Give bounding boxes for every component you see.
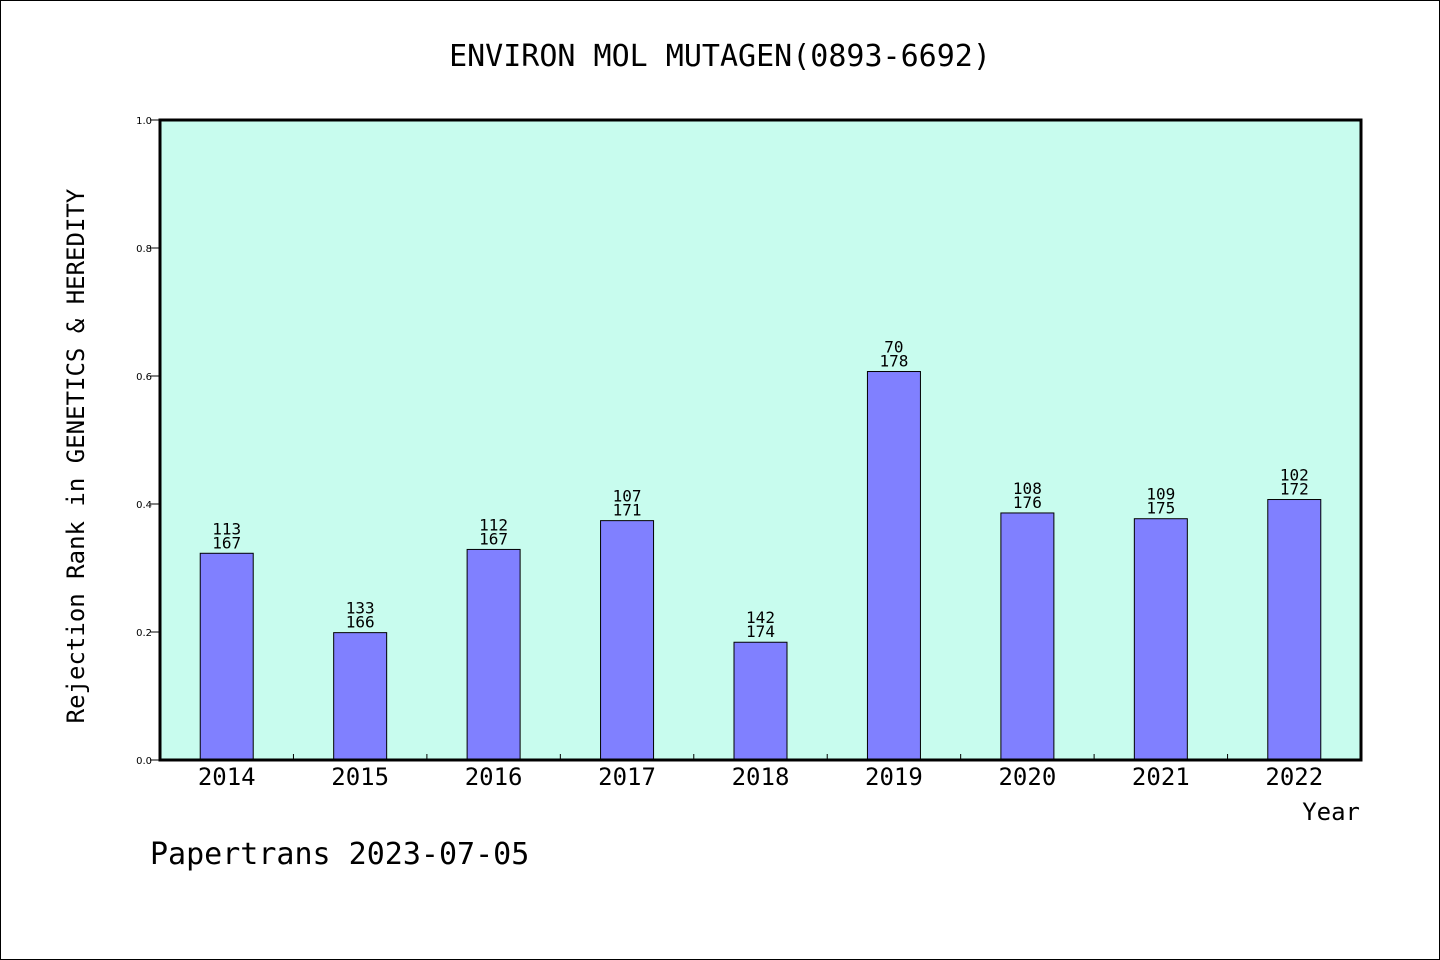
- bar-2016: [466, 548, 521, 761]
- y-axis-ticks: 0.0 0.2 0.4 0.6 0.8 1.0: [136, 116, 160, 767]
- total-label-2017: 171: [613, 501, 642, 520]
- y-tick-label-0.2: 0.2: [136, 628, 152, 639]
- plot-border: [158, 118, 1363, 762]
- total-label-2016: 167: [479, 529, 508, 548]
- y-tick-label-1.0: 1.0: [136, 116, 152, 127]
- bar-2022: [1267, 499, 1322, 761]
- footer-credit: Papertrans 2023-07-05: [150, 837, 529, 872]
- data-labels: 1131671331661121671071711421747017810817…: [212, 338, 1308, 642]
- y-tick-label-0.4: 0.4: [136, 500, 152, 511]
- rank-label-2017: 107: [613, 487, 642, 506]
- bar-2020: [1000, 512, 1055, 761]
- x-tick-label-2016: 2016: [465, 763, 523, 791]
- total-label-2014: 167: [212, 533, 241, 552]
- x-tick-label-2014: 2014: [198, 763, 256, 791]
- rank-label-2022: 102: [1280, 466, 1309, 485]
- rank-label-2015: 133: [346, 599, 375, 618]
- x-axis-ticks: 2014 2015 2016 2017 2018 2019 2020 2021 2022: [198, 754, 1323, 791]
- total-label-2020: 176: [1013, 493, 1042, 512]
- bars: [199, 371, 1322, 761]
- y-axis-label: Rejection Rank in GENETICS & HEREDITY: [62, 188, 90, 723]
- rank-label-2019: 70: [884, 338, 903, 357]
- total-label-2015: 166: [346, 613, 375, 632]
- x-tick-label-2015: 2015: [331, 763, 389, 791]
- rank-label-2020: 108: [1013, 479, 1042, 498]
- bar-2017: [600, 520, 655, 761]
- x-tick-label-2018: 2018: [732, 763, 790, 791]
- y-tick-label-0.8: 0.8: [136, 244, 152, 255]
- x-axis-label: Year: [1302, 798, 1360, 826]
- rank-label-2016: 112: [479, 515, 508, 534]
- bar-2014: [199, 552, 254, 761]
- chart-title: ENVIRON MOL MUTAGEN(0893-6692): [449, 39, 991, 74]
- x-tick-label-2017: 2017: [598, 763, 656, 791]
- x-tick-label-2022: 2022: [1265, 763, 1323, 791]
- y-tick-label-0.0: 0.0: [136, 756, 152, 767]
- rank-label-2018: 142: [746, 608, 775, 627]
- total-label-2018: 174: [746, 622, 775, 641]
- bar-2021: [1133, 518, 1188, 761]
- rank-label-2014: 113: [212, 519, 241, 538]
- rank-label-2021: 109: [1146, 485, 1175, 504]
- x-tick-label-2019: 2019: [865, 763, 923, 791]
- total-label-2019: 178: [879, 352, 908, 371]
- x-tick-label-2020: 2020: [998, 763, 1056, 791]
- bar-2019: [866, 371, 921, 761]
- bar-2018: [733, 641, 788, 761]
- total-label-2021: 175: [1146, 499, 1175, 518]
- x-tick-label-2021: 2021: [1132, 763, 1190, 791]
- total-label-2022: 172: [1280, 480, 1309, 499]
- y-tick-label-0.6: 0.6: [136, 372, 152, 383]
- bar-2015: [333, 632, 388, 761]
